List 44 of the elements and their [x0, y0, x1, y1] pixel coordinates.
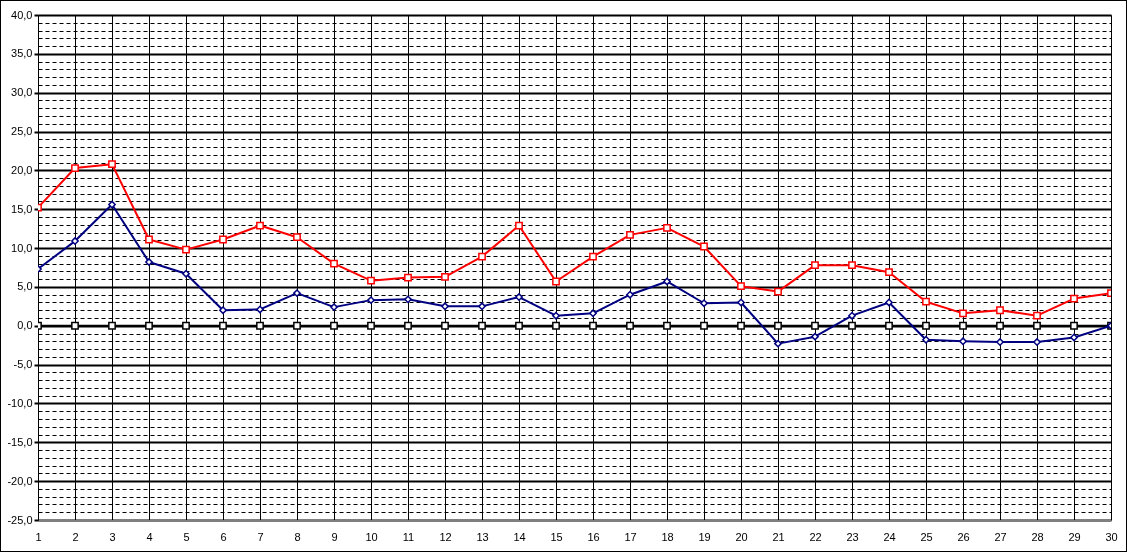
- x-tick-label: 3: [109, 530, 116, 543]
- x-tick-label: 29: [1068, 530, 1081, 543]
- x-tick-label: 8: [294, 530, 301, 543]
- x-tick-label: 30: [1105, 530, 1118, 543]
- x-tick-label: 26: [957, 530, 970, 543]
- x-tick-label: 27: [994, 530, 1007, 543]
- x-tick-label: 19: [698, 530, 711, 543]
- x-tick-label: 16: [587, 530, 600, 543]
- x-tick-label: 24: [883, 530, 896, 543]
- x-tick-label: 28: [1031, 530, 1044, 543]
- y-tick-label: 10,0: [11, 241, 33, 254]
- y-tick-label: 25,0: [11, 125, 33, 138]
- y-tick-label: -25,0: [7, 513, 33, 526]
- x-tick-label: 5: [183, 530, 190, 543]
- x-tick-label: 20: [735, 530, 748, 543]
- y-tick-label: 15,0: [11, 202, 33, 215]
- y-tick-label: 40,0: [11, 8, 33, 21]
- x-tick-label: 2: [72, 530, 79, 543]
- x-tick-label: 15: [550, 530, 563, 543]
- x-tick-label: 4: [146, 530, 153, 543]
- x-tick-label: 18: [661, 530, 674, 543]
- x-tick-label: 10: [365, 530, 378, 543]
- x-tick-label: 11: [402, 530, 415, 543]
- x-tick-label: 23: [846, 530, 859, 543]
- y-tick-label: -20,0: [7, 474, 33, 487]
- y-tick-label: 0,0: [17, 319, 33, 332]
- x-tick-label: 7: [257, 530, 264, 543]
- x-tick-label: 9: [331, 530, 338, 543]
- x-tick-label: 13: [476, 530, 489, 543]
- y-tick-label: 30,0: [11, 86, 33, 99]
- y-tick-label: -10,0: [7, 396, 33, 409]
- x-tick-label: 21: [772, 530, 785, 543]
- x-tick-label: 17: [624, 530, 637, 543]
- x-tick-label: 1: [35, 530, 42, 543]
- y-tick-label: -5,0: [13, 358, 33, 371]
- y-tick-label: -15,0: [7, 435, 33, 448]
- x-tick-label: 12: [439, 530, 452, 543]
- x-tick-label: 25: [920, 530, 933, 543]
- y-tick-label: 35,0: [11, 47, 33, 60]
- y-tick-label: 20,0: [11, 163, 33, 176]
- y-tick-label: 5,0: [17, 280, 33, 293]
- x-tick-label: 6: [220, 530, 227, 543]
- x-tick-label: 22: [809, 530, 822, 543]
- x-tick-label: 14: [513, 530, 526, 543]
